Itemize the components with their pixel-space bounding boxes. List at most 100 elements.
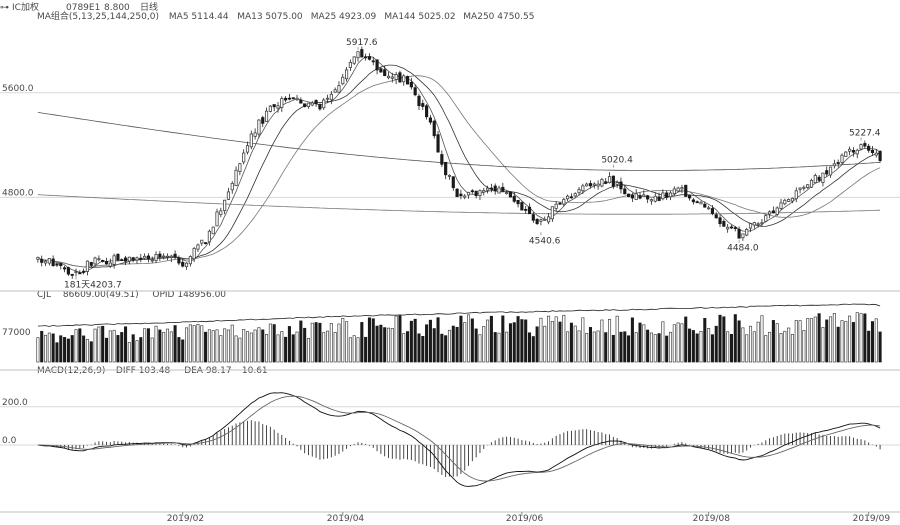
candle xyxy=(722,219,726,227)
candle-down-body xyxy=(383,69,387,76)
candle xyxy=(626,193,631,198)
candle xyxy=(226,187,231,200)
volume-bar-up xyxy=(200,325,204,363)
candle-down-body xyxy=(123,257,128,262)
volume-bar-up xyxy=(726,331,730,363)
candle xyxy=(844,151,848,157)
period-selector[interactable]: 日线 xyxy=(140,1,158,13)
volume-bar-up xyxy=(668,331,673,363)
volume-bar-up xyxy=(787,327,791,363)
toggle-icon[interactable]: ⊶ xyxy=(0,3,9,13)
volume-bar-down xyxy=(409,320,413,363)
volume-bar-up xyxy=(230,324,234,363)
candle xyxy=(139,253,143,263)
ma250-line xyxy=(37,194,881,215)
volume-bar-down xyxy=(177,337,181,363)
candle xyxy=(104,257,109,265)
candle xyxy=(684,184,688,197)
volume-bar-up xyxy=(356,337,360,363)
candle xyxy=(78,270,82,275)
candle-up-body xyxy=(280,98,284,108)
candle xyxy=(859,143,863,151)
candle-down-body xyxy=(428,117,433,123)
candle xyxy=(356,51,360,62)
candle-down-body xyxy=(62,267,67,270)
candle xyxy=(238,162,242,176)
candle xyxy=(310,100,314,107)
volume-bar-down xyxy=(516,316,520,363)
candle xyxy=(821,172,825,187)
candle xyxy=(806,184,810,189)
candle-up-body xyxy=(325,97,330,100)
candle-down-body xyxy=(623,188,627,195)
candle-up-body xyxy=(676,187,680,192)
volume-bar-down xyxy=(646,329,650,363)
legend-item: DEA 98.17 xyxy=(184,366,231,376)
volume-bar-up xyxy=(642,324,646,363)
candle-down-body xyxy=(611,175,615,187)
candle-down-body xyxy=(878,151,882,161)
candle-down-body xyxy=(531,214,535,221)
macd-tick-label: 200.0 xyxy=(2,398,28,408)
candle-up-body xyxy=(577,189,581,194)
volume-bar-down xyxy=(737,320,741,363)
volume-bar-up xyxy=(341,317,345,363)
volume-bar-up xyxy=(36,337,40,363)
candle xyxy=(43,259,48,266)
candle xyxy=(817,175,821,183)
volume-bar-down xyxy=(825,319,829,363)
volume-bar-down xyxy=(158,329,162,363)
volume-bar-down xyxy=(318,322,322,363)
volume-bar-up xyxy=(596,330,600,363)
volume-legend: CJL 86609.00(49.51) OPID 148956.00 xyxy=(37,290,226,300)
candle-up-body xyxy=(230,182,234,191)
candle-up-body xyxy=(592,183,596,186)
volume-bar-up xyxy=(676,322,680,363)
candle-down-body xyxy=(569,196,574,199)
volume-bar-up xyxy=(280,331,284,363)
candle-down-body xyxy=(863,143,867,147)
volume-bar-down xyxy=(695,333,699,363)
price-annotation: 4484.0 xyxy=(727,244,759,254)
candle-up-body xyxy=(211,226,215,235)
volume-bar-up xyxy=(135,340,139,363)
candle-up-body xyxy=(74,271,78,273)
candle xyxy=(737,226,741,239)
candle-down-body xyxy=(493,185,497,192)
candle xyxy=(398,70,402,83)
candle xyxy=(676,186,680,193)
volume-bar-down xyxy=(703,318,707,363)
candle-up-body xyxy=(306,102,311,107)
candle xyxy=(867,143,871,153)
volume-bar-up xyxy=(874,318,878,363)
volume-bar-up xyxy=(756,321,760,363)
candle xyxy=(642,190,646,197)
candle-up-body xyxy=(226,191,231,200)
candle xyxy=(234,166,238,187)
candle-down-body xyxy=(181,261,185,267)
candle xyxy=(59,263,63,270)
candle xyxy=(223,199,227,215)
candle-up-body xyxy=(497,187,501,194)
candle-down-body xyxy=(825,170,829,175)
volume-bar-up xyxy=(550,320,554,363)
candle xyxy=(261,115,265,127)
candle xyxy=(775,206,779,217)
candle xyxy=(478,189,482,201)
volume-bar-down xyxy=(657,333,661,363)
volume-bar-up xyxy=(764,335,768,363)
candle xyxy=(62,265,67,273)
candle xyxy=(836,159,840,168)
volume-bar-down xyxy=(722,316,726,363)
volume-panel xyxy=(36,303,882,363)
candle-down-body xyxy=(474,190,478,197)
volume-bar-down xyxy=(688,328,692,363)
candle-up-body xyxy=(43,260,48,264)
volume-bar-up xyxy=(165,328,170,363)
volume-bar-down xyxy=(139,337,143,363)
candle xyxy=(455,188,459,198)
candle xyxy=(36,256,40,263)
volume-bar-down xyxy=(116,335,120,363)
volume-bar-up xyxy=(699,330,703,363)
candle-down-body xyxy=(59,263,63,267)
